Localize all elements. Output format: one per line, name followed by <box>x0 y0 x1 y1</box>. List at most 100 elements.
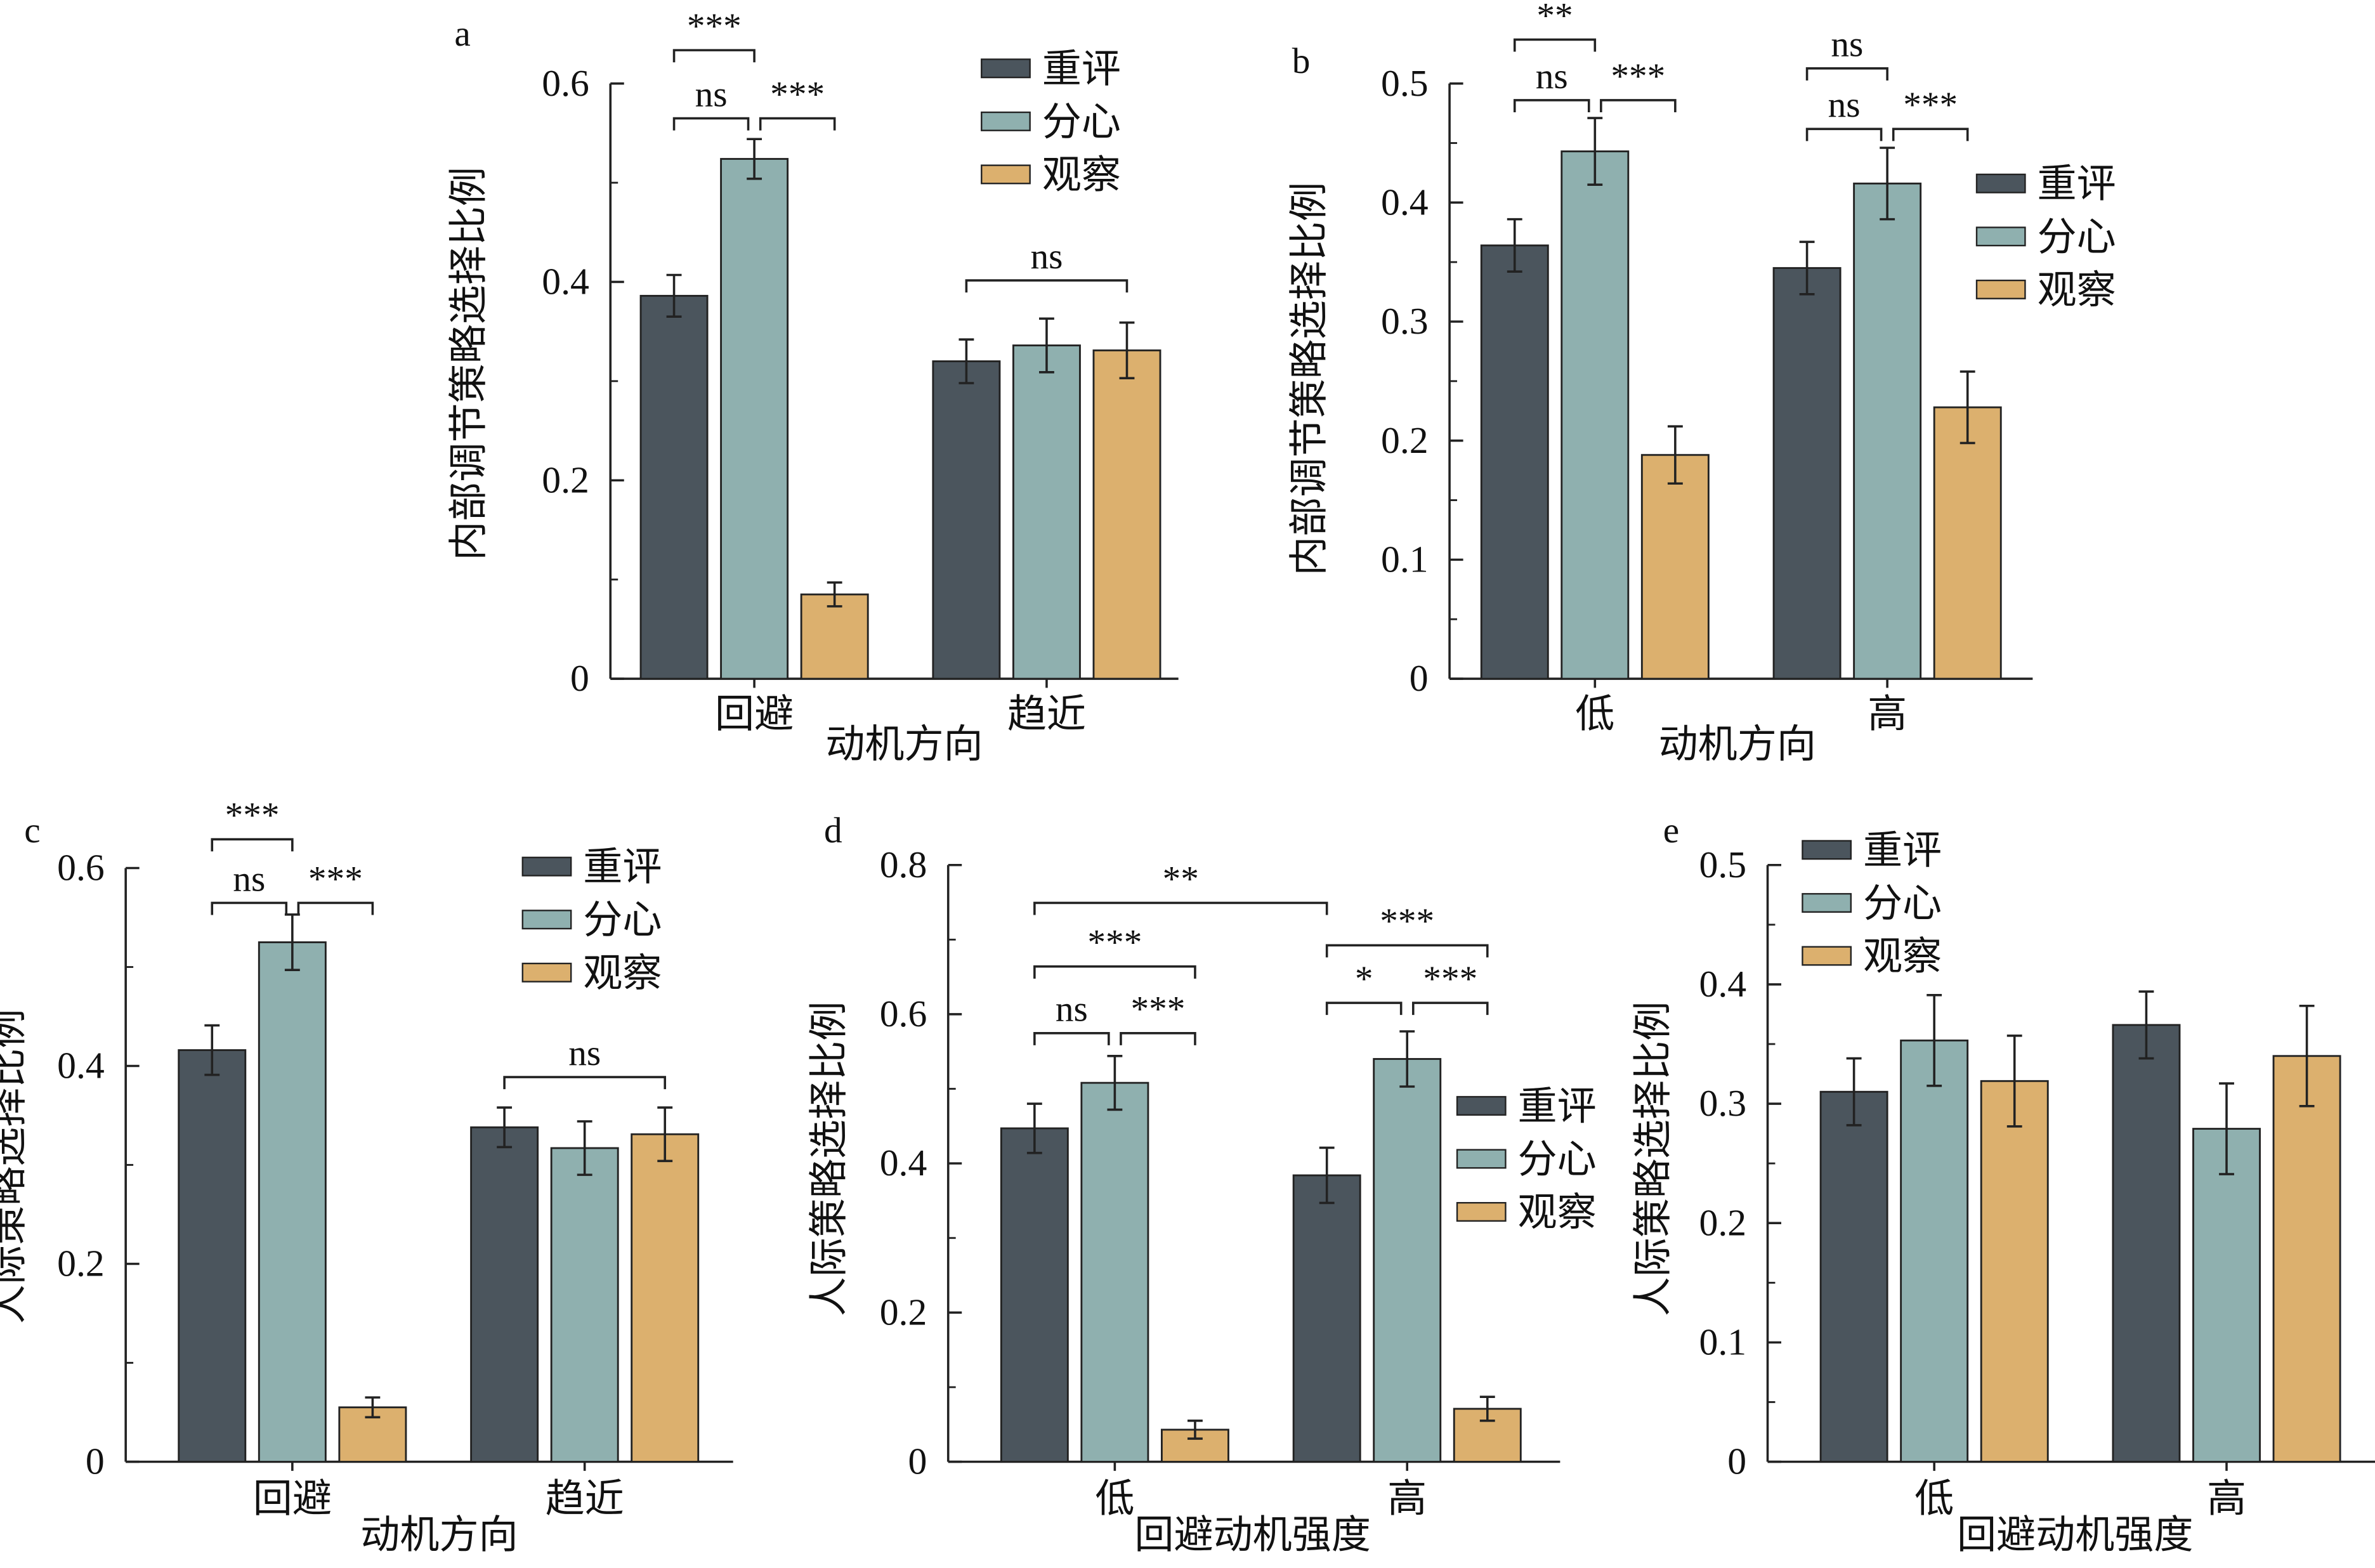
y-tick-label: 0.2 <box>57 1243 105 1284</box>
legend-label: 观察 <box>1518 1191 1597 1234</box>
legend-label: 分心 <box>1518 1138 1597 1181</box>
x-tick-label: 低 <box>1095 1477 1134 1520</box>
x-axis-label: 回避动机强度 <box>1957 1514 2193 1557</box>
legend-label: 分心 <box>1863 882 1942 925</box>
panel-label: d <box>824 811 842 851</box>
significance-label: *** <box>1087 923 1142 963</box>
x-tick-label: 低 <box>1914 1477 1954 1520</box>
significance-bracket <box>1325 1002 1403 1016</box>
legend-label: 重评 <box>1518 1085 1597 1128</box>
panel-label: a <box>454 14 470 54</box>
significance-bracket <box>759 117 836 131</box>
y-tick-label: 0.6 <box>880 993 927 1035</box>
significance-label: ns <box>1056 990 1088 1029</box>
y-tick-label: 0 <box>86 1441 105 1482</box>
significance-label: *** <box>1903 85 1958 125</box>
legend-swatch-重评 <box>981 58 1031 79</box>
significance-label: ns <box>568 1033 601 1073</box>
significance-bracket <box>1033 901 1328 915</box>
legend-label: 重评 <box>1042 48 1121 91</box>
significance-bracket <box>1325 944 1489 958</box>
y-tick-label: 0.4 <box>1699 963 1746 1005</box>
x-tick-label: 高 <box>2207 1477 2246 1520</box>
y-axis-label: 人际策略选择比例 <box>1632 1002 1675 1317</box>
significance-label: *** <box>770 74 825 114</box>
bar-观察 <box>1640 454 1710 680</box>
x-axis-label: 回避动机强度 <box>1134 1514 1370 1557</box>
significance-bracket <box>211 838 294 852</box>
legend-label: 重评 <box>583 846 662 889</box>
legend-swatch-分心 <box>521 910 572 930</box>
panel-label: e <box>1663 811 1679 851</box>
significance-bracket <box>297 901 374 915</box>
legend-swatch-重评 <box>1802 840 1852 860</box>
bar-分心 <box>720 158 789 680</box>
bar-重评 <box>1819 1090 1888 1463</box>
bar-分心 <box>258 941 327 1463</box>
significance-bracket <box>672 49 756 63</box>
x-axis-label: 动机方向 <box>1659 723 1816 766</box>
panel-label: b <box>1292 41 1311 81</box>
legend-label: 分心 <box>2038 216 2116 259</box>
y-tick-label: 0.6 <box>542 62 589 104</box>
significance-label: *** <box>225 795 280 835</box>
significance-bracket <box>672 117 750 131</box>
bar-重评 <box>178 1049 247 1463</box>
x-tick-label: 高 <box>1387 1477 1427 1520</box>
legend-label: 观察 <box>2038 269 2116 312</box>
y-tick-label: 0.5 <box>1381 62 1429 104</box>
bar-重评 <box>1772 267 1842 680</box>
y-tick-label: 0.6 <box>57 847 105 889</box>
legend-swatch-观察 <box>1975 279 2026 299</box>
legend-label: 观察 <box>1042 154 1121 197</box>
bar-分心 <box>1560 150 1630 680</box>
legend-swatch-观察 <box>521 962 572 983</box>
y-tick-label: 0 <box>908 1441 927 1482</box>
x-tick-label: 趋近 <box>1007 693 1086 736</box>
significance-label: *** <box>1380 901 1434 941</box>
bar-重评 <box>1480 244 1549 680</box>
legend-swatch-观察 <box>1802 946 1852 966</box>
y-tick-label: 0.2 <box>542 459 589 500</box>
significance-bracket <box>1805 127 1883 141</box>
significance-bracket <box>1411 1002 1489 1016</box>
y-tick-label: 0.5 <box>1699 844 1746 885</box>
legend-swatch-观察 <box>981 164 1031 185</box>
bar-观察 <box>1092 349 1161 680</box>
y-tick-label: 0.2 <box>1381 419 1429 461</box>
bar-观察 <box>1933 406 2002 680</box>
significance-bracket <box>965 279 1129 293</box>
bar-分心 <box>1080 1081 1149 1463</box>
y-tick-label: 0.4 <box>542 261 589 303</box>
y-tick-label: 0 <box>1727 1441 1746 1482</box>
y-tick-label: 0.1 <box>1699 1321 1746 1362</box>
significance-bracket <box>503 1076 667 1090</box>
significance-label: ns <box>1030 237 1063 277</box>
bar-重评 <box>639 294 709 680</box>
significance-bracket <box>1033 1031 1110 1045</box>
significance-label: *** <box>1423 959 1477 999</box>
y-axis-label: 内部调节策略选择比例 <box>1288 182 1331 576</box>
legend-swatch-分心 <box>1802 892 1852 913</box>
legend-swatch-观察 <box>1456 1202 1507 1222</box>
bar-分心 <box>1373 1058 1442 1463</box>
bar-分心 <box>550 1147 619 1463</box>
y-tick-label: 0.4 <box>57 1045 105 1087</box>
significance-bracket <box>1120 1031 1196 1045</box>
significance-label: ns <box>1536 56 1568 96</box>
significance-label: * <box>1355 959 1373 999</box>
significance-label: *** <box>1611 56 1665 96</box>
legend-label: 观察 <box>583 952 662 995</box>
bar-重评 <box>2112 1024 2181 1463</box>
significance-label: ns <box>1831 25 1863 65</box>
x-tick-label: 低 <box>1575 693 1614 736</box>
legend-label: 分心 <box>583 899 662 942</box>
significance-label: ns <box>695 74 728 114</box>
bar-观察 <box>2272 1055 2341 1463</box>
significance-label: *** <box>687 6 742 46</box>
significance-label: ** <box>1163 859 1199 899</box>
significance-label: ns <box>1828 85 1861 125</box>
legend-swatch-重评 <box>1456 1095 1507 1116</box>
